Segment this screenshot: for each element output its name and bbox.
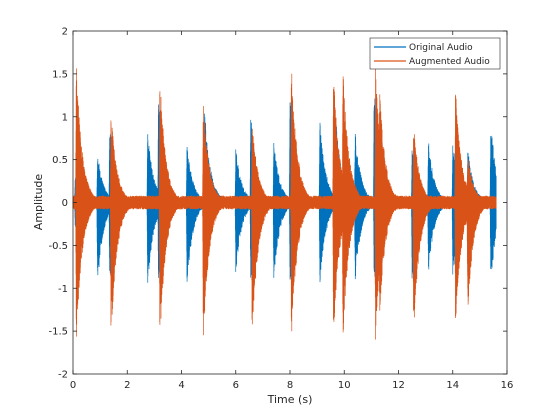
x-tick-label: 4 [178,380,184,391]
y-tick-label: -1.5 [48,327,68,338]
legend-box [369,37,501,70]
legend-label-original: Original Audio [409,43,473,53]
y-tick-label: 0.5 [52,155,68,166]
x-tick-label: 12 [392,380,405,391]
series-line-augmented [72,65,497,340]
x-tick-label: 10 [338,380,351,391]
series-layer [72,65,497,340]
x-axis-label: Time (s) [267,393,313,406]
y-tick-label: 0 [62,198,68,209]
x-tick-label: 0 [70,380,76,391]
tick-layer: 0 2 4 6 8 10 12 14 16 -2 -1.5 -1 -0.5 0 0.5 1 1.5 2 [48,27,513,392]
y-tick-label: -1 [58,284,68,295]
y-tick-label: 1 [62,112,68,123]
y-tick-label: 1.5 [52,69,68,80]
x-tick-label: 8 [287,380,293,391]
legend: Original Audio Augmented Audio [369,37,501,70]
legend-label-augmented: Augmented Audio [409,57,490,67]
y-axis-label: Amplitude [32,174,45,231]
x-tick-label: 2 [124,380,130,391]
x-tick-label: 14 [446,380,459,391]
x-tick-label: 16 [501,380,514,391]
y-tick-label: -0.5 [48,241,68,252]
y-tick-label: 2 [62,27,68,38]
x-tick-label: 6 [233,380,239,391]
y-tick-label: -2 [58,370,68,381]
